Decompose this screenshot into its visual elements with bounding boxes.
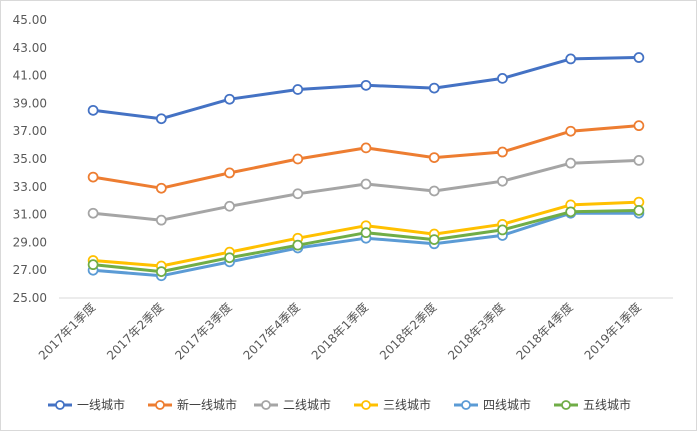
data-point: [633, 155, 645, 166]
legend-entry: 新一线城市: [148, 397, 237, 412]
y-tick-label: 33.00: [13, 180, 47, 194]
y-tick-label: 27.00: [13, 263, 47, 277]
data-point: [224, 167, 235, 179]
x-tick-label: 2017年4季度: [240, 300, 303, 363]
legend-swatch-marker: [461, 400, 471, 410]
legend-swatch-marker: [55, 400, 65, 410]
legend-entry: 三线城市: [354, 397, 431, 412]
series-1: [87, 52, 645, 125]
x-tick-label: 2018年2季度: [376, 300, 439, 363]
x-tick-label: 2018年1季度: [308, 300, 371, 363]
legend-entry: 二线城市: [254, 397, 331, 412]
data-point: [292, 84, 304, 95]
data-point: [87, 104, 99, 116]
data-point: [87, 171, 99, 183]
x-tick-label: 2017年1季度: [35, 300, 98, 363]
legend-label: 二线城市: [283, 397, 331, 412]
data-point: [428, 185, 440, 197]
legend-entry: 五线城市: [554, 397, 631, 412]
data-point: [360, 142, 372, 154]
y-tick-label: 45.00: [13, 13, 47, 27]
data-point: [292, 153, 304, 165]
data-point: [428, 234, 440, 245]
x-tick-label: 2018年4季度: [513, 300, 576, 363]
y-tick-label: 31.00: [13, 208, 47, 222]
data-point: [565, 206, 577, 218]
legend: 一线城市 新一线城市 二线城市 三线城市 四线城市 五线城市: [48, 397, 631, 412]
data-point: [292, 188, 304, 200]
data-point: [565, 125, 577, 137]
data-point: [224, 252, 235, 264]
series-2: [87, 120, 645, 194]
legend-entry: 一线城市: [48, 397, 125, 412]
data-point: [360, 79, 372, 91]
y-tick-label: 35.00: [13, 152, 47, 166]
legend-label: 一线城市: [77, 397, 125, 412]
legend-entry: 四线城市: [454, 397, 531, 412]
data-point: [155, 182, 167, 194]
legend-swatch-marker: [155, 400, 165, 410]
data-point: [87, 207, 99, 219]
data-point: [428, 152, 440, 163]
data-point: [224, 93, 235, 105]
legend-label: 五线城市: [583, 397, 631, 412]
data-point: [155, 214, 167, 226]
y-tick-label: 37.00: [13, 124, 47, 138]
data-point: [565, 53, 577, 65]
x-tick-label: 2018年3季度: [445, 300, 508, 363]
data-point: [497, 175, 508, 187]
data-point: [497, 73, 508, 84]
y-tick-label: 41.00: [13, 69, 47, 83]
legend-label: 三线城市: [383, 397, 431, 412]
data-point: [155, 113, 167, 125]
data-point: [292, 239, 304, 251]
series-6: [87, 205, 645, 277]
y-tick-label: 25.00: [13, 291, 47, 305]
series-3: [87, 155, 645, 226]
legend-label: 四线城市: [483, 397, 531, 412]
x-tick-label: 2017年2季度: [103, 300, 166, 363]
x-tick-label: 2019年1季度: [581, 300, 644, 363]
data-point: [633, 205, 645, 216]
data-point: [360, 178, 372, 190]
data-point: [87, 259, 99, 271]
legend-swatch-marker: [361, 400, 371, 410]
data-point: [497, 146, 508, 158]
data-point: [633, 52, 645, 63]
data-point: [497, 224, 508, 236]
legend-swatch-marker: [261, 400, 271, 410]
series-layer: [87, 52, 645, 282]
y-tick-label: 39.00: [13, 96, 47, 110]
y-tick-label: 43.00: [13, 41, 47, 55]
series-line: [91, 158, 641, 222]
data-point: [633, 120, 645, 132]
data-point: [565, 157, 577, 169]
legend-swatch-marker: [561, 400, 571, 410]
y-tick-label: 29.00: [13, 235, 47, 249]
data-point: [428, 82, 440, 94]
x-tick-label: 2017年3季度: [172, 300, 235, 363]
data-point: [360, 227, 372, 239]
data-point: [155, 266, 167, 277]
legend-label: 新一线城市: [177, 397, 237, 412]
data-point: [224, 200, 235, 212]
